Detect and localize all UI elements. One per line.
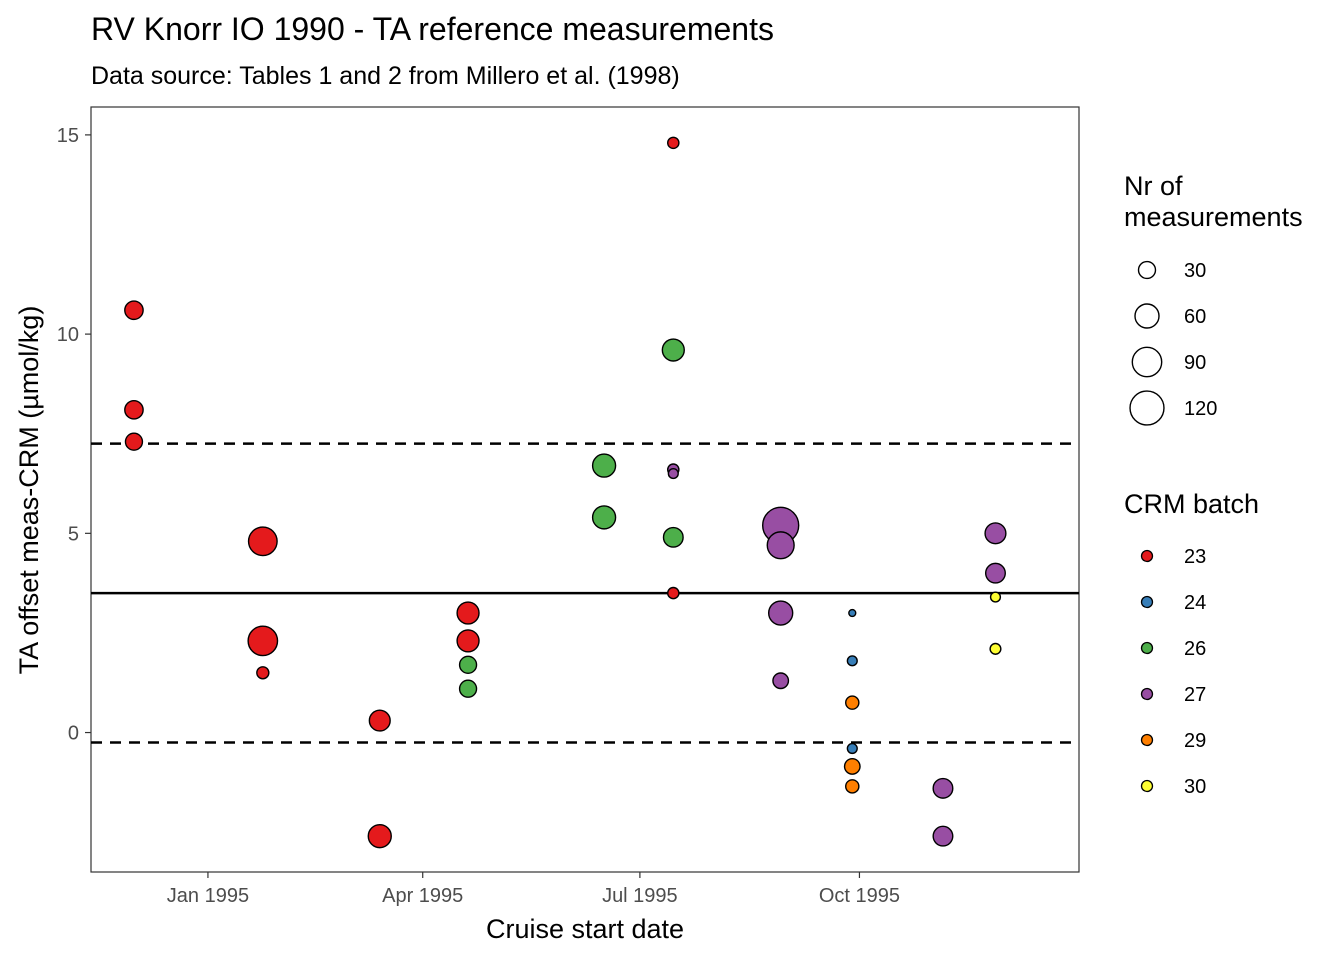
- data-point-batch-29: [845, 779, 860, 794]
- color-legend-label: 23: [1184, 546, 1206, 568]
- size-legend-label: 90: [1184, 352, 1206, 374]
- size-legend-key: [1137, 260, 1157, 280]
- color-legend-items: 23 24 26 27 29 30: [1140, 546, 1206, 798]
- chart-subtitle: Data source: Tables 1 and 2 from Millero…: [91, 62, 680, 90]
- data-point-batch-27: [984, 562, 1006, 584]
- data-point-batch-23: [247, 526, 278, 557]
- x-axis-title: Cruise start date: [486, 914, 684, 944]
- size-legend-key: [1129, 390, 1165, 426]
- y-tick-label: 5: [68, 523, 79, 545]
- data-point-batch-26: [591, 505, 617, 530]
- data-point-batch-23: [256, 666, 270, 680]
- size-legend-items: 30 60 90 120: [1129, 260, 1217, 426]
- color-legend-key-26: [1140, 641, 1154, 655]
- data-point-batch-29: [843, 757, 861, 775]
- data-point-batch-26: [591, 453, 617, 478]
- y-tick-label: 10: [57, 324, 79, 346]
- data-point-batch-23: [124, 399, 144, 420]
- color-legend-label: 29: [1184, 730, 1206, 752]
- data-point-batch-29: [845, 695, 860, 710]
- data-point-batch-27: [767, 600, 794, 626]
- x-tick-label: Oct 1995: [819, 885, 900, 907]
- color-legend-key-27: [1140, 687, 1154, 701]
- y-axis: 0 5 10 15: [57, 125, 91, 745]
- size-legend-label: 120: [1184, 398, 1217, 420]
- size-legend: Nr of measurements 30 60 90 120: [1124, 171, 1303, 426]
- color-legend-label: 24: [1184, 592, 1206, 614]
- data-point-batch-26: [458, 679, 478, 698]
- chart-title: RV Knorr IO 1990 - TA reference measurem…: [91, 11, 774, 47]
- color-legend: CRM batch 23 24 26 27 29 30: [1124, 489, 1259, 798]
- data-point-batch-27: [984, 522, 1007, 545]
- data-point-batch-23: [368, 709, 391, 732]
- color-legend-label: 27: [1184, 684, 1206, 706]
- data-point-batch-27: [932, 777, 954, 799]
- data-point-batch-23: [124, 432, 144, 451]
- y-axis-title: TA offset meas-CRM (µmol/kg): [14, 306, 44, 675]
- color-legend-label: 26: [1184, 638, 1206, 660]
- reference-lines: [91, 442, 1079, 744]
- data-point-batch-23: [367, 823, 392, 849]
- data-point-batch-26: [661, 338, 685, 362]
- data-points: [124, 136, 1007, 849]
- data-point-batch-30: [989, 642, 1002, 655]
- color-legend-title: CRM batch: [1124, 489, 1259, 519]
- x-axis: Jan 1995 Apr 1995 Jul 1995 Oct 1995: [167, 872, 900, 907]
- data-point-batch-24: [846, 655, 858, 667]
- color-legend-label: 30: [1184, 776, 1206, 798]
- data-point-batch-27: [932, 825, 954, 847]
- color-legend-key-24: [1140, 595, 1154, 609]
- size-legend-label: 30: [1184, 260, 1206, 282]
- data-point-batch-23: [667, 586, 680, 600]
- data-point-batch-27: [667, 467, 679, 480]
- y-tick-label: 15: [57, 125, 79, 147]
- x-tick-label: Jan 1995: [167, 885, 249, 907]
- data-point-batch-27: [772, 672, 790, 690]
- data-point-batch-26: [662, 526, 684, 548]
- data-point-batch-30: [989, 591, 1002, 603]
- size-legend-label: 60: [1184, 306, 1206, 328]
- x-tick-label: Jul 1995: [602, 885, 678, 907]
- size-legend-key: [1134, 303, 1160, 329]
- color-legend-key-23: [1140, 549, 1154, 563]
- data-point-batch-23: [456, 601, 480, 625]
- data-point-batch-26: [458, 655, 478, 674]
- size-legend-title-line1: Nr of: [1124, 171, 1183, 201]
- data-point-batch-24: [848, 608, 857, 618]
- size-legend-title: Nr of measurements: [1124, 171, 1303, 232]
- color-legend-key-30: [1140, 779, 1154, 793]
- size-legend-key: [1131, 346, 1163, 378]
- data-point-batch-23: [456, 629, 480, 653]
- y-tick-label: 0: [68, 723, 79, 745]
- data-point-batch-23: [247, 625, 279, 657]
- color-legend-key-29: [1140, 733, 1154, 747]
- x-tick-label: Apr 1995: [382, 885, 463, 907]
- data-point-batch-27: [766, 531, 795, 560]
- data-point-batch-23: [667, 136, 680, 150]
- data-point-batch-23: [124, 300, 144, 321]
- data-point-batch-24: [846, 742, 858, 755]
- plot-panel: [90, 106, 1080, 873]
- size-legend-title-line2: measurements: [1124, 202, 1303, 232]
